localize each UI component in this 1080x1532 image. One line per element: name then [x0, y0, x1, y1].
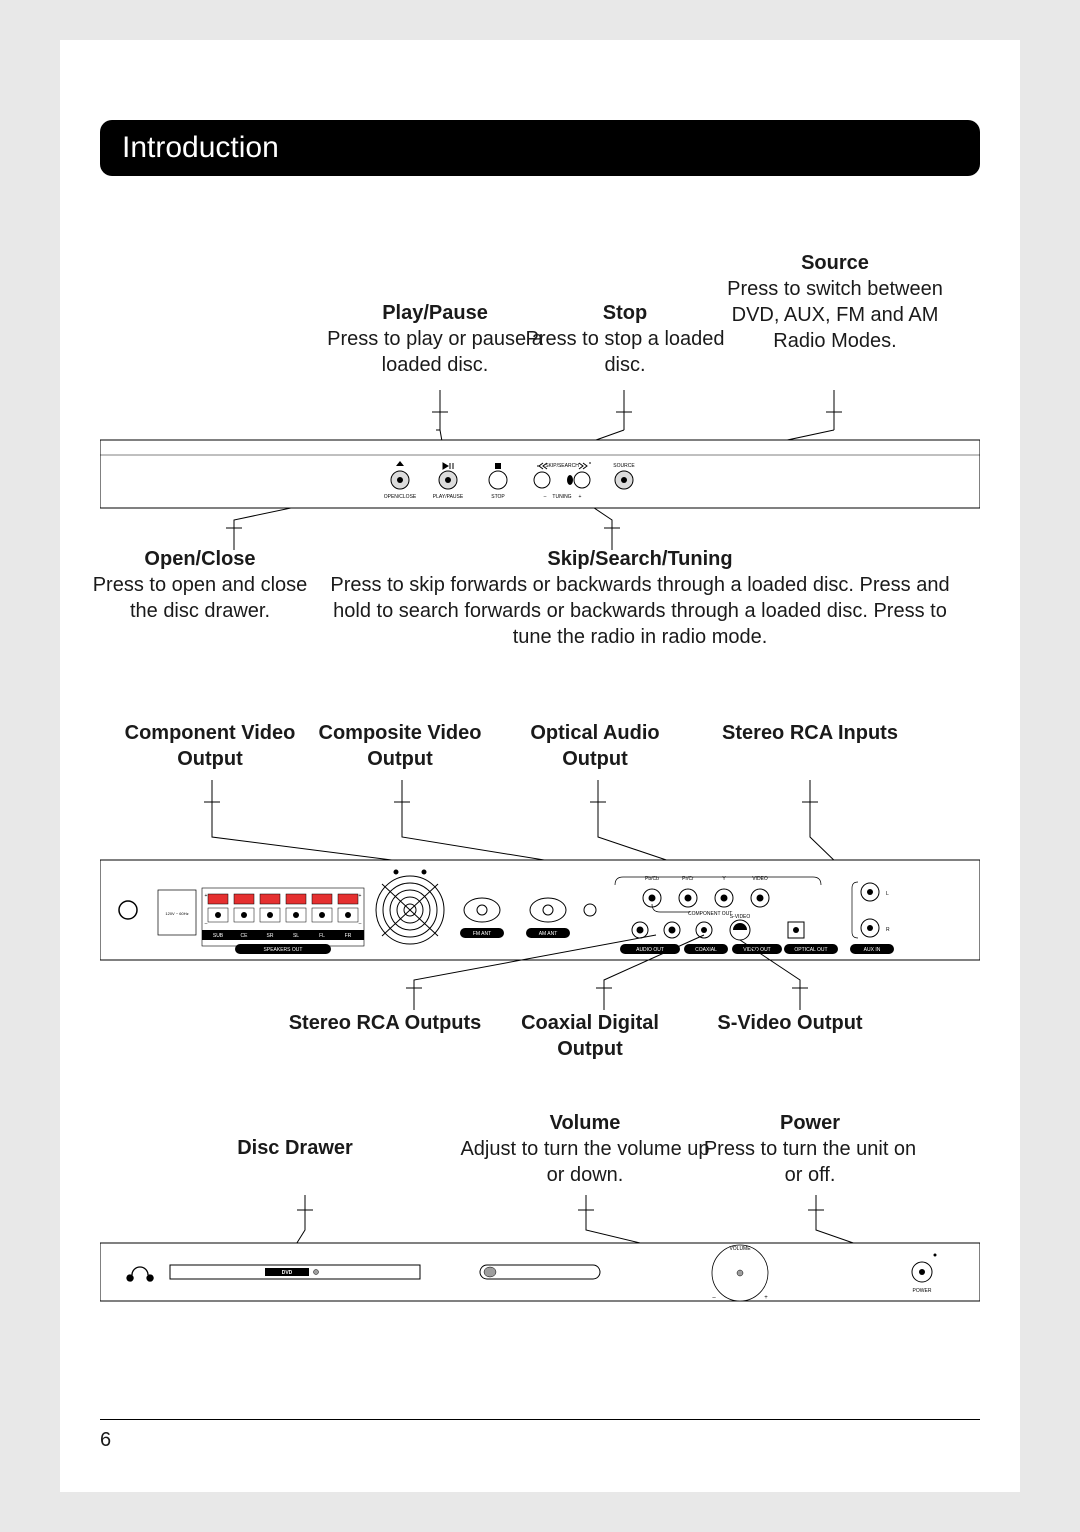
callout-skip: Skip/Search/Tuning Press to skip forward… — [320, 546, 960, 650]
svg-text:SR: SR — [267, 933, 274, 939]
svg-text:Pb/Cb: Pb/Cb — [645, 876, 659, 882]
callout-desc: Press to open and close the disc drawer. — [80, 572, 320, 624]
callout-desc: Press to turn the unit on or off. — [700, 1136, 920, 1188]
callout-component: Component Video Output — [120, 720, 300, 772]
callout-rca-in: Stereo RCA Inputs — [700, 720, 920, 746]
callout-optical: Optical Audio Output — [500, 720, 690, 772]
callout-title: Coaxial Digital Output — [500, 1010, 680, 1062]
callout-title: Skip/Search/Tuning — [320, 546, 960, 572]
callout-volume: Volume Adjust to turn the volume up or d… — [460, 1110, 710, 1188]
svg-text:FL: FL — [319, 933, 325, 939]
svg-text:SL: SL — [293, 933, 299, 939]
callout-open-close: Open/Close Press to open and close the d… — [80, 546, 320, 624]
callout-title: Stereo RCA Inputs — [700, 720, 920, 746]
svg-text:TUNING: TUNING — [552, 494, 571, 500]
svg-text:–: – — [205, 921, 208, 927]
callout-desc: Press to skip forwards or backwards thro… — [320, 572, 960, 650]
volume-knob: VOLUME – + — [712, 1245, 768, 1301]
rear-panel-diagram: 120V ~ 60Hz — [100, 780, 980, 1030]
top-panel-diagram: OPEN/CLOSE PLAY/PAUSE STOP SKIP/SEARCH — [100, 390, 980, 550]
svg-text:OPTICAL OUT: OPTICAL OUT — [794, 947, 827, 953]
svg-text:FR: FR — [345, 933, 352, 939]
svg-text:120V ~ 60Hz: 120V ~ 60Hz — [165, 911, 188, 916]
svg-text:S-VIDEO: S-VIDEO — [730, 914, 751, 920]
svg-text:Pr/Cr: Pr/Cr — [682, 876, 694, 882]
callout-title: Stereo RCA Outputs — [270, 1010, 500, 1036]
callout-rca-out: Stereo RCA Outputs — [270, 1010, 500, 1036]
svg-text:–: – — [544, 494, 547, 500]
section-title-bar: Introduction — [100, 120, 980, 176]
callout-title: S-Video Output — [700, 1010, 880, 1036]
svg-text:+: + — [764, 1295, 768, 1301]
callout-composite: Composite Video Output — [310, 720, 490, 772]
svg-text:–: – — [359, 921, 362, 927]
svg-text:VOLUME: VOLUME — [729, 1246, 751, 1252]
callout-title: Open/Close — [80, 546, 320, 572]
callout-title: Optical Audio Output — [500, 720, 690, 772]
callout-coax: Coaxial Digital Output — [500, 1010, 680, 1062]
callout-title: Component Video Output — [120, 720, 300, 772]
section-title: Introduction — [122, 131, 279, 165]
callout-desc: Press to switch between DVD, AUX, FM and… — [720, 276, 950, 354]
svg-text:COMPONENT OUT: COMPONENT OUT — [688, 911, 732, 917]
svg-text:AUDIO OUT: AUDIO OUT — [636, 947, 664, 953]
svg-text:SPEAKERS OUT: SPEAKERS OUT — [264, 947, 303, 953]
svg-text:CE: CE — [241, 933, 249, 939]
svg-text:SUB: SUB — [213, 933, 224, 939]
callout-source: Source Press to switch between DVD, AUX,… — [720, 250, 950, 354]
svg-text:VIDEO OUT: VIDEO OUT — [743, 947, 771, 953]
callout-desc: Press to stop a loaded disc. — [510, 326, 740, 378]
svg-text:VIDEO: VIDEO — [752, 876, 768, 882]
svg-text:STOP: STOP — [491, 494, 505, 500]
callout-title: Stop — [510, 300, 740, 326]
callout-svideo: S-Video Output — [700, 1010, 880, 1036]
svg-text:L: L — [886, 891, 889, 897]
svg-text:PLAY/PAUSE: PLAY/PAUSE — [433, 494, 464, 500]
callout-title: Composite Video Output — [310, 720, 490, 772]
callout-disc: Disc Drawer — [180, 1135, 410, 1161]
callout-title: Disc Drawer — [180, 1135, 410, 1161]
svg-text:COAXIAL: COAXIAL — [695, 947, 717, 953]
svg-text:AUX IN: AUX IN — [864, 947, 881, 953]
callout-power: Power Press to turn the unit on or off. — [700, 1110, 920, 1188]
front-panel-diagram: DVD VOLUME – + POWER — [100, 1195, 980, 1325]
svg-text:OPEN/CLOSE: OPEN/CLOSE — [384, 494, 417, 500]
svg-text:SKIP/SEARCH: SKIP/SEARCH — [545, 463, 579, 469]
callout-title: Volume — [460, 1110, 710, 1136]
page-number: 6 — [100, 1429, 111, 1452]
callout-stop: Stop Press to stop a loaded disc. — [510, 300, 740, 378]
callout-title: Power — [700, 1110, 920, 1136]
document-page: Introduction Play/Pause Press to play or… — [60, 40, 1020, 1492]
svg-text:R: R — [886, 927, 890, 933]
callout-title: Source — [720, 250, 950, 276]
svg-text:+: + — [579, 494, 582, 500]
svg-text:POWER: POWER — [913, 1288, 932, 1294]
svg-text:FM ANT: FM ANT — [473, 931, 491, 937]
svg-text:SOURCE: SOURCE — [613, 463, 635, 469]
callout-desc: Adjust to turn the volume up or down. — [460, 1136, 710, 1188]
svg-text:DVD: DVD — [282, 1270, 293, 1276]
footer-rule — [100, 1419, 980, 1420]
svg-text:+: + — [359, 893, 362, 899]
svg-text:+: + — [205, 893, 208, 899]
svg-text:AM ANT: AM ANT — [539, 931, 558, 937]
